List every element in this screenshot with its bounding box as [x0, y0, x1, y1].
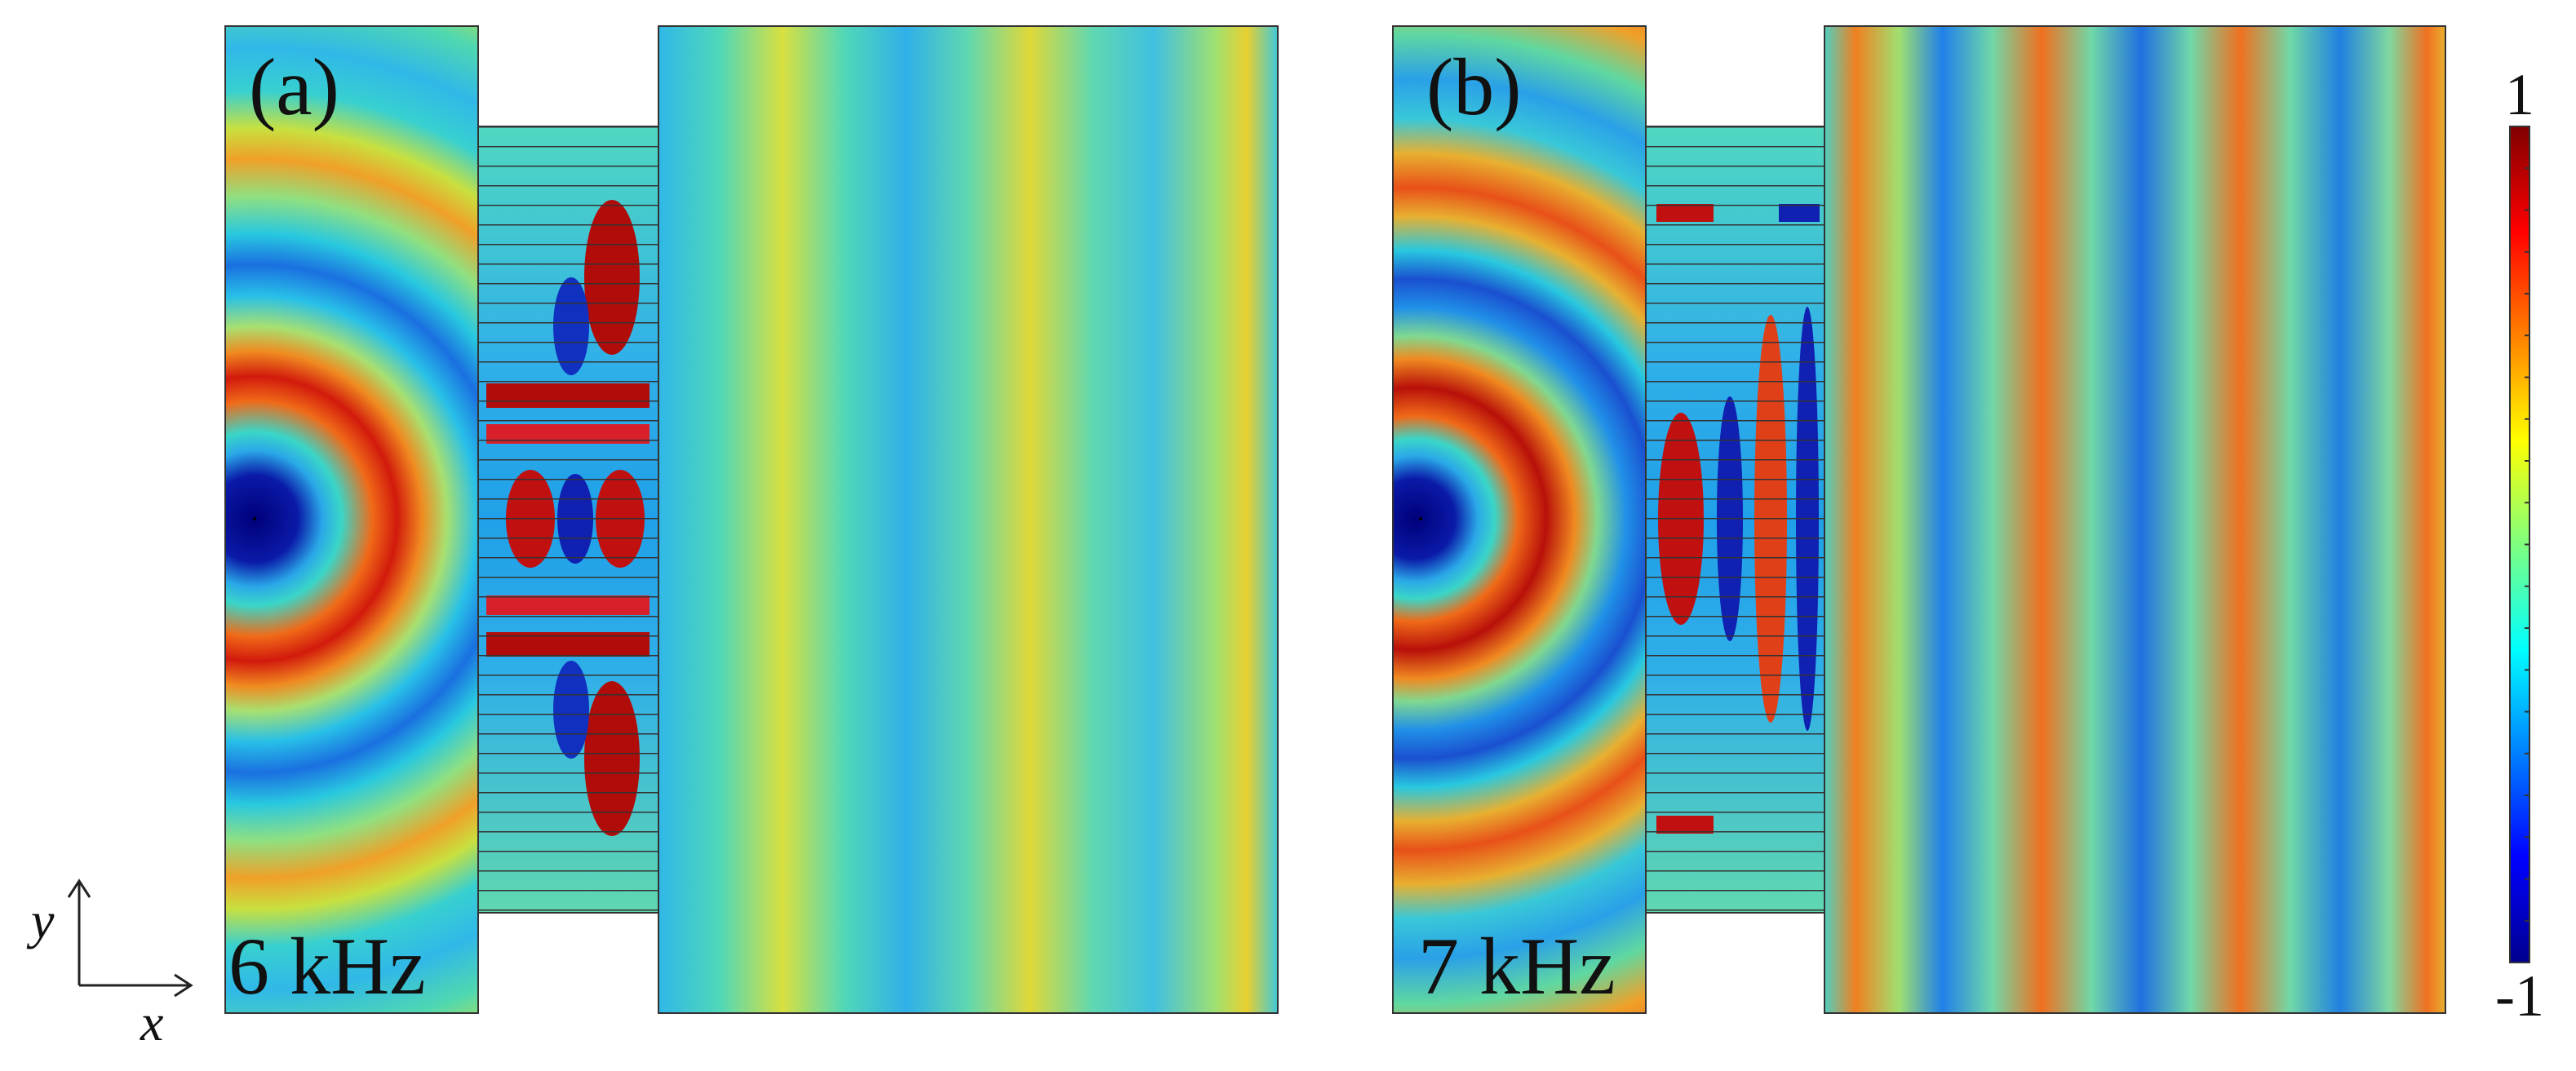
source-region: [224, 25, 479, 1014]
slab-plates: [1645, 126, 1825, 914]
axis-label: y: [26, 892, 55, 949]
transmitted-region: [1824, 25, 2446, 1014]
colorbar-ticks: [2525, 167, 2529, 922]
panel-label: (b): [1426, 42, 1522, 132]
axis-label: x: [140, 994, 163, 1051]
panel-label: (a): [249, 42, 339, 132]
axes-indicator: [67, 878, 193, 998]
frequency-label: 7 kHz: [1418, 921, 1616, 1011]
transmitted-region: [658, 25, 1279, 1014]
panel-a: (a) 6 kHz: [224, 25, 1279, 1014]
source-region: [1392, 25, 1647, 1014]
source-point: [253, 517, 256, 520]
slab-plates: [477, 126, 659, 914]
colorbar-max: 1: [2505, 62, 2534, 127]
frequency-label: 6 kHz: [228, 921, 426, 1011]
source-point: [1419, 517, 1422, 520]
panel-b: (b) 7 kHz: [1392, 25, 2446, 1014]
colorbar-min: -1: [2495, 963, 2544, 1029]
